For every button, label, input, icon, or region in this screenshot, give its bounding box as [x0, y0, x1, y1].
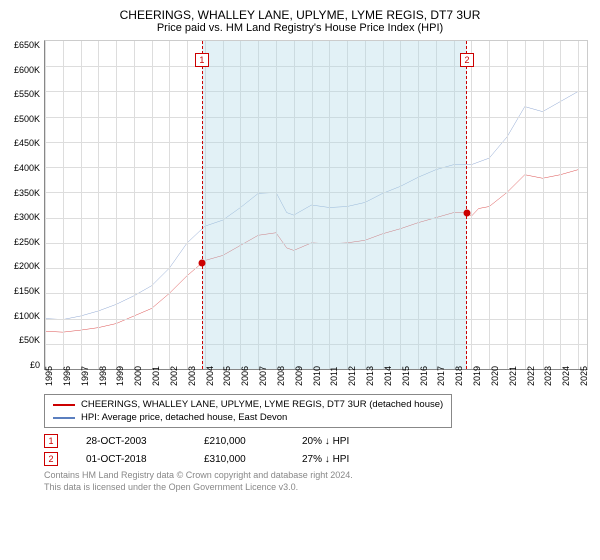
sale-price: £310,000 [204, 454, 274, 465]
grid-line-v [507, 41, 508, 369]
legend-label: CHEERINGS, WHALLEY LANE, UPLYME, LYME RE… [81, 399, 443, 410]
x-tick-label: 2019 [472, 366, 482, 386]
sale-row: 1 28-OCT-2003 £210,000 20% ↓ HPI [44, 434, 592, 448]
legend-swatch [53, 417, 75, 419]
x-tick-label: 2005 [222, 366, 232, 386]
sale-marker-box: 2 [460, 53, 474, 67]
x-tick-label: 2004 [205, 366, 215, 386]
x-tick-label: 1999 [115, 366, 125, 386]
x-tick-label: 1995 [44, 366, 54, 386]
x-tick-label: 2007 [258, 366, 268, 386]
x-tick-label: 2018 [454, 366, 464, 386]
sale-delta: 20% ↓ HPI [302, 436, 349, 447]
y-tick-label: £0 [8, 360, 40, 370]
sale-delta: 27% ↓ HPI [302, 454, 349, 465]
sale-date: 01-OCT-2018 [86, 454, 176, 465]
x-tick-label: 2022 [526, 366, 536, 386]
y-tick-label: £150K [8, 286, 40, 296]
plot-area: 12 [44, 40, 588, 370]
x-tick-label: 2020 [490, 366, 500, 386]
grid-line-v [578, 41, 579, 369]
x-tick-label: 1996 [62, 366, 72, 386]
y-tick-label: £300K [8, 212, 40, 222]
x-tick-label: 2010 [312, 366, 322, 386]
x-tick-label: 2000 [133, 366, 143, 386]
y-tick-label: £450K [8, 138, 40, 148]
grid-line-v [134, 41, 135, 369]
grid-line-v [543, 41, 544, 369]
grid-line-v [45, 41, 46, 369]
footer-attribution: Contains HM Land Registry data © Crown c… [44, 470, 592, 493]
legend-item: CHEERINGS, WHALLEY LANE, UPLYME, LYME RE… [53, 399, 443, 410]
chart-legend: CHEERINGS, WHALLEY LANE, UPLYME, LYME RE… [44, 394, 452, 428]
y-tick-label: £50K [8, 335, 40, 345]
x-tick-label: 2017 [436, 366, 446, 386]
x-tick-label: 2014 [383, 366, 393, 386]
y-tick-label: £200K [8, 261, 40, 271]
x-tick-label: 2012 [347, 366, 357, 386]
sale-point-dot [198, 260, 205, 267]
x-tick-label: 2016 [419, 366, 429, 386]
footer-line: Contains HM Land Registry data © Crown c… [44, 470, 592, 482]
x-tick-label: 2001 [151, 366, 161, 386]
x-tick-label: 2024 [561, 366, 571, 386]
y-axis-ticks: £650K £600K £550K £500K £450K £400K £350K £300K… [8, 40, 44, 370]
grid-line-v [560, 41, 561, 369]
x-tick-label: 2011 [329, 367, 339, 386]
sale-date: 28-OCT-2003 [86, 436, 176, 447]
sales-table: 1 28-OCT-2003 £210,000 20% ↓ HPI 2 01-OCT-201… [44, 434, 592, 466]
x-tick-label: 2008 [276, 366, 286, 386]
y-tick-label: £600K [8, 65, 40, 75]
x-tick-label: 2021 [508, 366, 518, 386]
legend-label: HPI: Average price, detached house, East… [81, 412, 287, 423]
x-tick-label: 2006 [240, 366, 250, 386]
legend-item: HPI: Average price, detached house, East… [53, 412, 443, 423]
sale-marker-box: 2 [44, 452, 58, 466]
y-tick-label: £250K [8, 237, 40, 247]
grid-line-v [187, 41, 188, 369]
chart-title: CHEERINGS, WHALLEY LANE, UPLYME, LYME RE… [8, 8, 592, 22]
grid-line-v [63, 41, 64, 369]
x-axis-ticks: 1995199619971998199920002001200220032004… [44, 370, 588, 390]
x-tick-label: 2013 [365, 366, 375, 386]
x-tick-label: 2009 [294, 366, 304, 386]
shaded-ownership-period [202, 41, 467, 369]
chart-container: £650K £600K £550K £500K £450K £400K £350K £300K… [8, 40, 592, 390]
footer-line: This data is licensed under the Open Gov… [44, 482, 592, 494]
x-tick-label: 2015 [401, 366, 411, 386]
y-tick-label: £350K [8, 188, 40, 198]
sale-row: 2 01-OCT-2018 £310,000 27% ↓ HPI [44, 452, 592, 466]
sale-price: £210,000 [204, 436, 274, 447]
grid-line-v [116, 41, 117, 369]
sale-point-dot [464, 209, 471, 216]
y-tick-label: £650K [8, 40, 40, 50]
grid-line-v [525, 41, 526, 369]
x-tick-label: 1997 [80, 366, 90, 386]
x-tick-label: 2023 [543, 366, 553, 386]
x-tick-label: 2003 [187, 366, 197, 386]
y-tick-label: £100K [8, 311, 40, 321]
grid-line-v [98, 41, 99, 369]
x-tick-label: 1998 [98, 366, 108, 386]
y-tick-label: £400K [8, 163, 40, 173]
sale-marker-box: 1 [195, 53, 209, 67]
legend-swatch [53, 404, 75, 406]
grid-line-v [152, 41, 153, 369]
grid-line-v [81, 41, 82, 369]
chart-subtitle: Price paid vs. HM Land Registry's House … [8, 22, 592, 34]
y-tick-label: £500K [8, 114, 40, 124]
y-tick-label: £550K [8, 89, 40, 99]
sale-marker-box: 1 [44, 434, 58, 448]
grid-line-v [471, 41, 472, 369]
x-tick-label: 2025 [579, 366, 589, 386]
x-tick-label: 2002 [169, 366, 179, 386]
grid-line-v [169, 41, 170, 369]
grid-line-v [489, 41, 490, 369]
